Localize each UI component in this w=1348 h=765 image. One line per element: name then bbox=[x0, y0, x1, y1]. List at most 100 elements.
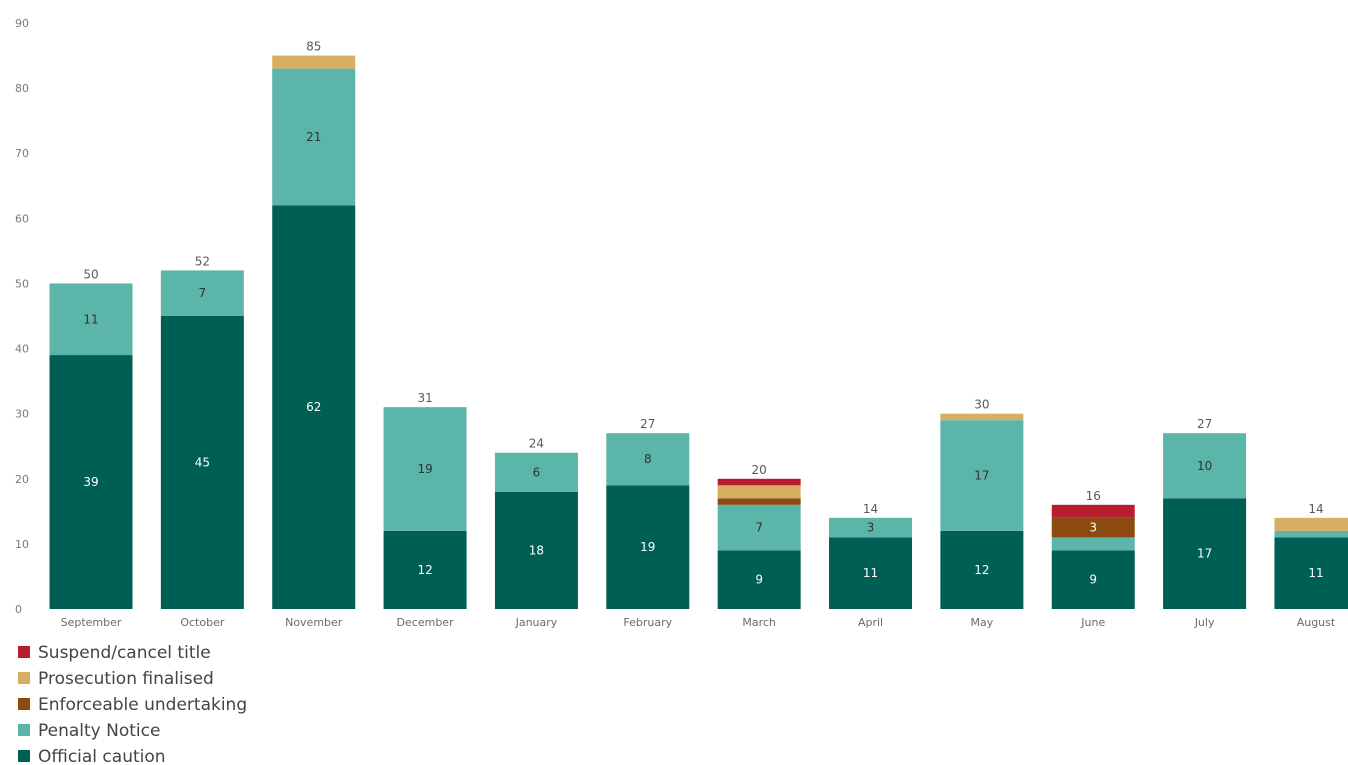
bar-segment bbox=[1163, 498, 1247, 609]
legend-item: Prosecution finalised bbox=[18, 669, 214, 689]
legend-swatch bbox=[18, 672, 30, 684]
segment-label: 62 bbox=[306, 400, 321, 414]
legend-item: Enforceable undertaking bbox=[18, 695, 247, 715]
total-label: 16 bbox=[1086, 489, 1101, 503]
bar-segment bbox=[383, 530, 467, 609]
y-tick-label: 60 bbox=[15, 212, 29, 225]
bar-segment bbox=[717, 498, 801, 505]
segment-label: 6 bbox=[533, 465, 541, 479]
segment-label: 17 bbox=[974, 469, 989, 483]
bar-group-january: 18 6 24 bbox=[494, 437, 578, 609]
x-tick-label: April bbox=[858, 616, 883, 629]
bar-group-august: 11 14 bbox=[1274, 502, 1348, 609]
legend-item: Official caution bbox=[18, 747, 166, 765]
legend-swatch bbox=[18, 724, 30, 736]
x-tick-label: July bbox=[1194, 616, 1215, 629]
y-axis: 0 10 20 30 40 50 60 70 80 90 bbox=[15, 17, 29, 616]
legend: Suspend/cancel title Prosecution finalise… bbox=[18, 643, 247, 765]
segment-label: 9 bbox=[1089, 573, 1097, 587]
bar-group-april: 11 3 14 bbox=[829, 502, 913, 609]
segment-label: 12 bbox=[417, 563, 432, 577]
legend-label: Enforceable undertaking bbox=[38, 695, 247, 715]
x-tick-label: March bbox=[742, 616, 776, 629]
total-label: 24 bbox=[529, 437, 544, 451]
bar-segment bbox=[1051, 537, 1135, 551]
segment-label: 7 bbox=[199, 286, 207, 300]
bar-group-october: 45 7 52 bbox=[160, 254, 244, 609]
bar-segment bbox=[160, 270, 244, 316]
bar-segment bbox=[1274, 537, 1348, 609]
bar-segment bbox=[272, 68, 356, 206]
bar-group-february: 19 8 27 bbox=[606, 417, 690, 609]
segment-label: 11 bbox=[83, 312, 98, 326]
bar-segment bbox=[717, 485, 801, 499]
bars: 3911504575262218512193118624198279720113… bbox=[49, 40, 1348, 610]
legend-item: Suspend/cancel title bbox=[18, 643, 211, 663]
bar-segment bbox=[494, 452, 578, 492]
bar-segment bbox=[160, 316, 244, 609]
segment-label: 18 bbox=[529, 543, 544, 557]
bar-segment bbox=[1051, 517, 1135, 538]
segment-label: 11 bbox=[1308, 566, 1323, 580]
legend-swatch bbox=[18, 750, 30, 762]
bar-group-july: 17 10 27 bbox=[1163, 417, 1247, 609]
segment-label: 7 bbox=[755, 521, 763, 535]
bar-segment bbox=[272, 205, 356, 610]
bar-segment bbox=[829, 537, 913, 609]
segment-label: 9 bbox=[755, 573, 763, 587]
total-label: 52 bbox=[195, 254, 210, 268]
bar-segment bbox=[272, 55, 356, 69]
x-axis: September October November December January F… bbox=[61, 616, 1336, 629]
segment-label: 3 bbox=[1089, 521, 1097, 535]
y-tick-label: 50 bbox=[15, 277, 29, 290]
total-label: 85 bbox=[306, 40, 321, 54]
bar-segment bbox=[1051, 504, 1135, 518]
bar-segment bbox=[1163, 433, 1247, 499]
y-tick-label: 70 bbox=[15, 147, 29, 160]
bar-segment bbox=[1274, 530, 1348, 538]
bar-segment bbox=[940, 530, 1024, 609]
segment-label: 39 bbox=[83, 475, 98, 489]
x-tick-label: September bbox=[61, 616, 122, 629]
total-label: 14 bbox=[1308, 502, 1323, 516]
legend-label: Official caution bbox=[38, 747, 166, 765]
segment-label: 19 bbox=[640, 540, 655, 554]
bar-segment bbox=[606, 485, 690, 609]
segment-label: 3 bbox=[867, 521, 875, 535]
bar-group-march: 9 7 20 bbox=[717, 463, 801, 609]
segment-label: 11 bbox=[863, 566, 878, 580]
y-tick-label: 80 bbox=[15, 82, 29, 95]
segment-label: 45 bbox=[195, 456, 210, 470]
bar-segment bbox=[717, 550, 801, 609]
bar-group-june: 9 3 16 bbox=[1051, 489, 1135, 609]
bar-segment bbox=[717, 504, 801, 551]
x-tick-label: June bbox=[1080, 616, 1105, 629]
legend-item: Penalty Notice bbox=[18, 721, 160, 741]
bar-group-may: 12 17 30 bbox=[940, 398, 1024, 609]
segment-label: 19 bbox=[417, 462, 432, 476]
x-tick-label: May bbox=[971, 616, 994, 629]
total-label: 27 bbox=[1197, 417, 1212, 431]
total-label: 20 bbox=[752, 463, 767, 477]
segment-label: 8 bbox=[644, 452, 652, 466]
y-tick-label: 30 bbox=[15, 408, 29, 421]
bar-segment bbox=[383, 407, 467, 531]
y-tick-label: 20 bbox=[15, 473, 29, 486]
total-label: 31 bbox=[417, 391, 432, 405]
segment-label: 12 bbox=[974, 563, 989, 577]
bar-segment bbox=[940, 413, 1024, 421]
bar-segment bbox=[829, 517, 913, 538]
bar-segment bbox=[1274, 517, 1348, 531]
bar-segment bbox=[717, 478, 801, 486]
segment-label: 21 bbox=[306, 130, 321, 144]
legend-swatch bbox=[18, 646, 30, 658]
y-tick-label: 40 bbox=[15, 343, 29, 356]
segment-label: 10 bbox=[1197, 459, 1212, 473]
total-label: 30 bbox=[974, 398, 989, 412]
bar-group-september: 39 11 50 bbox=[49, 267, 133, 609]
y-tick-label: 90 bbox=[15, 17, 29, 30]
total-label: 27 bbox=[640, 417, 655, 431]
x-tick-label: February bbox=[623, 616, 672, 629]
